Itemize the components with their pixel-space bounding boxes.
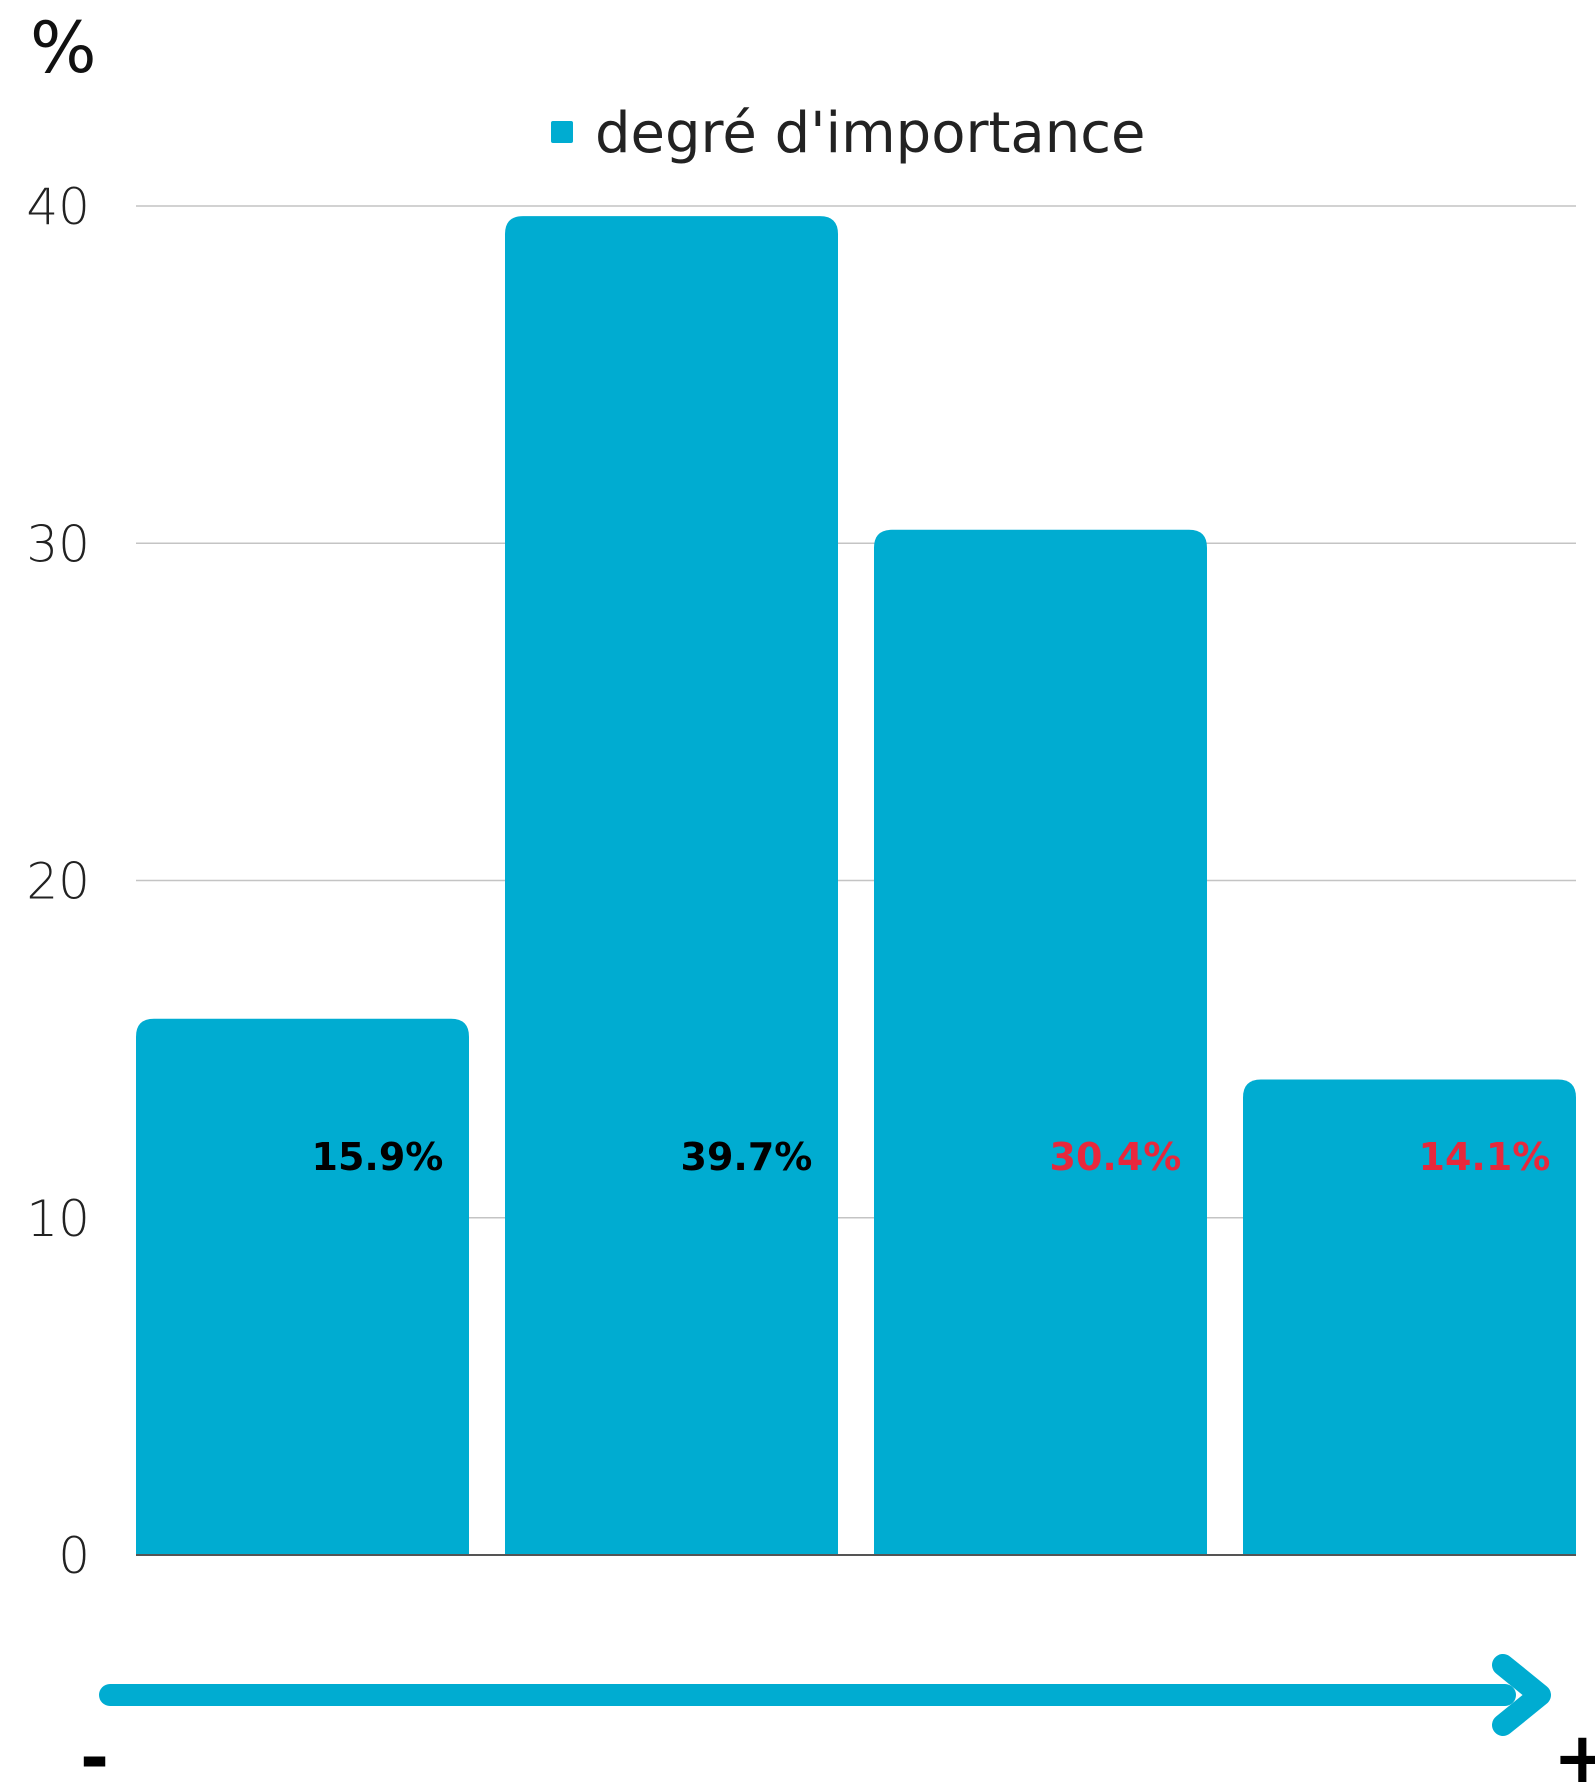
bar	[136, 1018, 469, 1555]
y-tick-label: 0	[58, 1527, 90, 1585]
y-axis-ticks: 0 10 20 30 40	[26, 178, 90, 1585]
legend-swatch	[551, 121, 573, 143]
bar	[1243, 1079, 1576, 1555]
y-tick-label: 40	[26, 178, 90, 236]
scale-arrow-head-icon	[1492, 1654, 1551, 1736]
y-tick-label: 30	[26, 515, 90, 573]
y-tick-label: 10	[26, 1190, 90, 1248]
data-labels: 15.9% 39.7% 30.4% 14.1%	[312, 1135, 1551, 1179]
data-label: 14.1%	[1419, 1135, 1551, 1179]
y-unit-label: %	[30, 7, 97, 89]
y-tick-label: 20	[26, 853, 90, 911]
scale-min-label: -	[80, 1717, 109, 1784]
bars	[136, 216, 1576, 1556]
legend-label: degré d'importance	[595, 101, 1145, 166]
legend: degré d'importance	[551, 101, 1145, 166]
bar	[874, 529, 1207, 1555]
data-label: 15.9%	[312, 1135, 444, 1179]
scale-arrow	[99, 1654, 1551, 1736]
bar	[505, 216, 838, 1556]
data-label: 39.7%	[681, 1135, 813, 1179]
data-label: 30.4%	[1050, 1135, 1182, 1179]
scale-max-label: +	[1553, 1717, 1595, 1784]
